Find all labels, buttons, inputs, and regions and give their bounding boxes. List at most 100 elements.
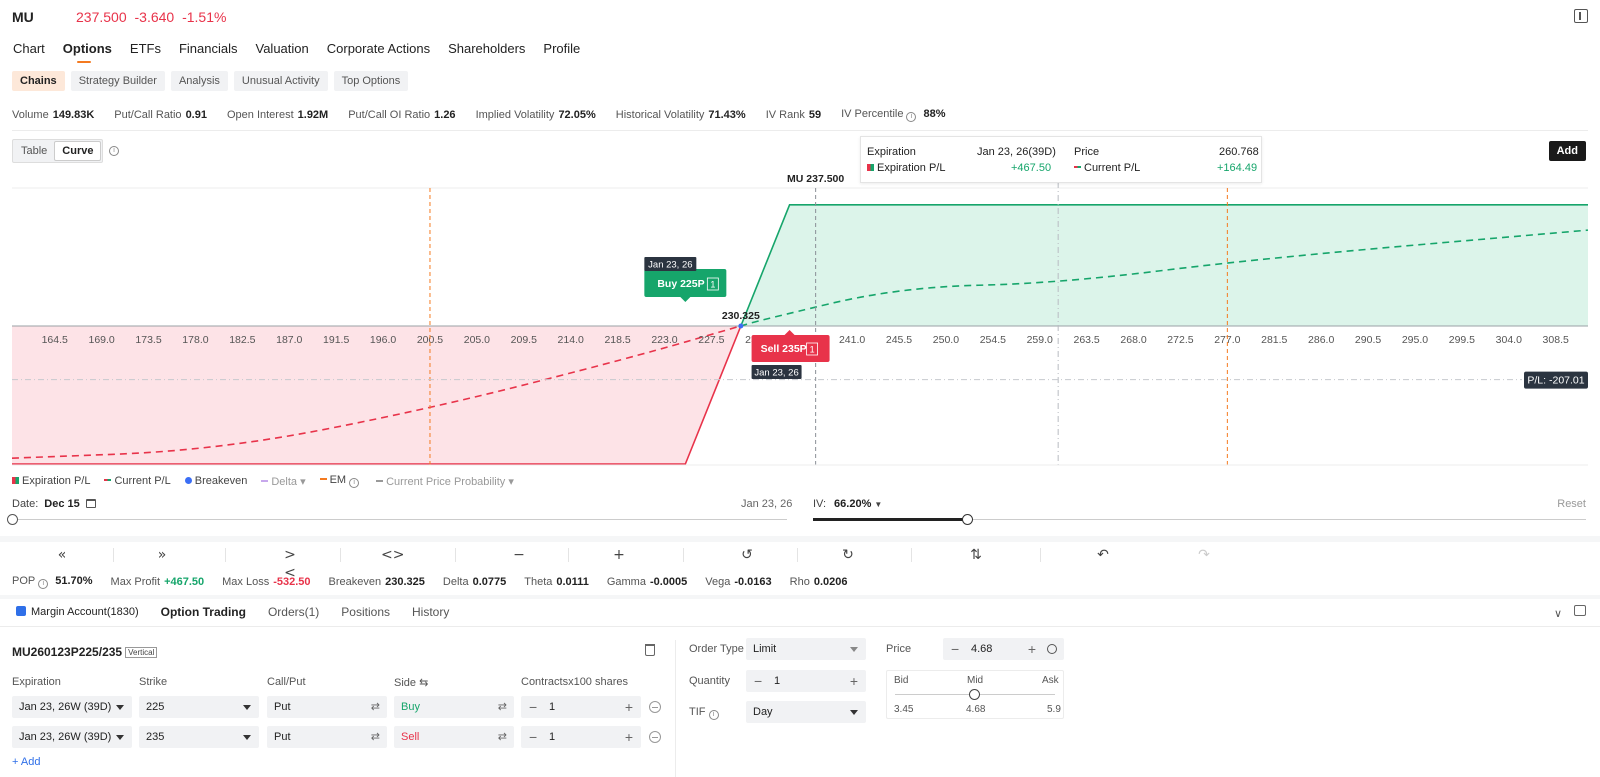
remove-leg-icon[interactable]: [649, 701, 661, 713]
leg2-callput-toggle[interactable]: Put ⇄: [267, 726, 387, 748]
subtab-unusual-activity[interactable]: Unusual Activity: [233, 71, 328, 91]
undo-icon[interactable]: ↶: [1097, 547, 1109, 563]
tab-positions[interactable]: Positions: [341, 605, 390, 619]
earlier-expiry-icon[interactable]: ↺: [741, 547, 753, 563]
iv-slider-thumb[interactable]: [962, 514, 973, 525]
leg2-side-toggle[interactable]: Sell ⇄: [394, 726, 514, 748]
collapse-panel-icon[interactable]: [1574, 9, 1588, 23]
tab-financials[interactable]: Financials: [178, 41, 238, 56]
legend-breakeven[interactable]: Breakeven: [184, 475, 247, 487]
chevron-down-icon: [850, 647, 858, 652]
minus-icon[interactable]: −: [513, 547, 525, 563]
pl-tag-bg: [1524, 371, 1588, 389]
expiration-pl-line-loss: [12, 325, 742, 465]
minus-icon[interactable]: −: [529, 699, 538, 715]
x-tick-label: 214.0: [558, 334, 584, 346]
leg2-strike-select[interactable]: 235: [139, 726, 259, 748]
minus-icon[interactable]: −: [951, 641, 960, 657]
x-tick-label: 272.5: [1167, 334, 1193, 346]
redo-icon[interactable]: ↷: [1198, 547, 1210, 563]
account-selector[interactable]: Margin Account(1830): [16, 606, 139, 618]
hover-price-label: Price: [1074, 146, 1100, 158]
tab-options[interactable]: Options: [62, 41, 112, 63]
info-icon[interactable]: i: [38, 579, 49, 589]
quantity-stepper[interactable]: −1 +: [746, 670, 866, 692]
legend-expiration-pl[interactable]: Expiration P/L: [12, 475, 90, 487]
subtab-analysis[interactable]: Analysis: [170, 71, 228, 91]
tab-option-trading[interactable]: Option Trading: [160, 605, 246, 619]
leg2-quantity-stepper[interactable]: −1 +: [521, 726, 641, 748]
view-toggle: Table Curve: [12, 139, 104, 163]
add-button[interactable]: Add: [1548, 141, 1586, 161]
divider: [797, 548, 798, 562]
calendar-icon[interactable]: [85, 499, 96, 508]
tab-valuation[interactable]: Valuation: [255, 41, 309, 56]
leg1-callput-toggle[interactable]: Put ⇄: [267, 696, 387, 718]
stat-put-call-ratio: Put/Call Ratio 0.91: [114, 109, 207, 121]
info-icon[interactable]: i: [906, 112, 917, 122]
shift-right-double-icon[interactable]: »: [157, 547, 167, 563]
leg1-expiration-select[interactable]: Jan 23, 26W (39D): [12, 696, 132, 718]
plus-icon[interactable]: +: [849, 673, 858, 689]
date-slider-thumb[interactable]: [7, 514, 18, 525]
tab-shareholders[interactable]: Shareholders: [448, 41, 526, 56]
widen-strikes-icon[interactable]: <>: [381, 547, 405, 563]
price-stepper[interactable]: −4.68 +: [943, 638, 1064, 660]
swap-icon: ⇄: [370, 700, 380, 713]
shift-left-double-icon[interactable]: «: [57, 547, 67, 563]
narrow-strikes-icon[interactable]: ><: [284, 547, 296, 581]
info-icon[interactable]: i: [109, 146, 119, 156]
leg1-strike-select[interactable]: 225: [139, 696, 259, 718]
trash-icon[interactable]: [645, 644, 655, 656]
reset-button[interactable]: Reset: [1557, 498, 1586, 510]
pl-chart[interactable]: 164.5 169.0 173.5 178.0 182.5 187.0 191.5 196.0…: [0, 160, 1600, 470]
chevron-down-icon[interactable]: ∨: [1553, 608, 1562, 620]
tab-etfs[interactable]: ETFs: [129, 41, 161, 56]
price-quote: 237.500 -3.640 -1.51%: [76, 9, 227, 25]
info-icon[interactable]: i: [708, 710, 719, 720]
remove-leg-icon[interactable]: [649, 731, 661, 743]
legend-current-price-probability[interactable]: Current Price Probability ▾: [376, 475, 514, 488]
account-icon: [16, 606, 26, 616]
x-tick-label: 196.0: [370, 334, 396, 346]
add-leg-link[interactable]: + Add: [12, 756, 41, 768]
leg1-side-toggle[interactable]: Buy ⇄: [394, 696, 514, 718]
iv-label[interactable]: IV: 66.20% ▼: [813, 498, 883, 510]
tab-profile[interactable]: Profile: [543, 41, 581, 56]
hover-info-box: Expiration Jan 23, 26(39D) Expiration P/…: [860, 136, 1262, 183]
view-curve-button[interactable]: Curve: [54, 141, 102, 161]
iv-slider-track[interactable]: [813, 519, 1586, 520]
plus-icon[interactable]: +: [1027, 641, 1036, 657]
leg1-quantity-stepper[interactable]: −1 +: [521, 696, 641, 718]
plus-icon[interactable]: +: [613, 547, 625, 563]
subtab-strategy-builder[interactable]: Strategy Builder: [70, 71, 165, 91]
legend-current-pl[interactable]: Current P/L: [104, 475, 171, 487]
order-type-select[interactable]: Limit: [746, 638, 866, 660]
leg2-expiration-select[interactable]: Jan 23, 26W (39D): [12, 726, 132, 748]
date-slider-track[interactable]: [12, 519, 787, 520]
plus-icon[interactable]: +: [624, 699, 633, 715]
tab-orders[interactable]: Orders(1): [267, 605, 320, 619]
flip-strategy-icon[interactable]: ⇅: [970, 547, 982, 563]
tif-select[interactable]: Day: [746, 701, 866, 723]
plus-icon[interactable]: +: [624, 729, 633, 745]
tab-history[interactable]: History: [412, 605, 450, 619]
minus-icon[interactable]: −: [754, 673, 763, 689]
subtab-top-options[interactable]: Top Options: [333, 71, 409, 91]
popout-icon[interactable]: [1574, 605, 1586, 616]
info-icon[interactable]: i: [349, 478, 360, 488]
tab-chart[interactable]: Chart: [13, 41, 45, 56]
tab-corporate-actions[interactable]: Corporate Actions: [326, 41, 431, 56]
divider: [0, 626, 1600, 627]
legend-delta[interactable]: Delta ▾: [261, 475, 306, 488]
later-expiry-icon[interactable]: ↻: [842, 547, 854, 563]
price-slider-thumb[interactable]: [969, 689, 980, 700]
main-tabs: Chart Options ETFs Financials Valuation …: [13, 41, 581, 63]
minus-icon[interactable]: −: [529, 729, 538, 745]
stat-iv-percentile: IV Percentile i 88%: [841, 108, 946, 122]
crosshair-icon[interactable]: [1047, 644, 1057, 654]
legend-em[interactable]: EM i: [319, 474, 363, 488]
view-table-button[interactable]: Table: [21, 145, 48, 157]
subtab-chains[interactable]: Chains: [12, 71, 65, 91]
x-tick-label: 263.5: [1073, 334, 1099, 346]
